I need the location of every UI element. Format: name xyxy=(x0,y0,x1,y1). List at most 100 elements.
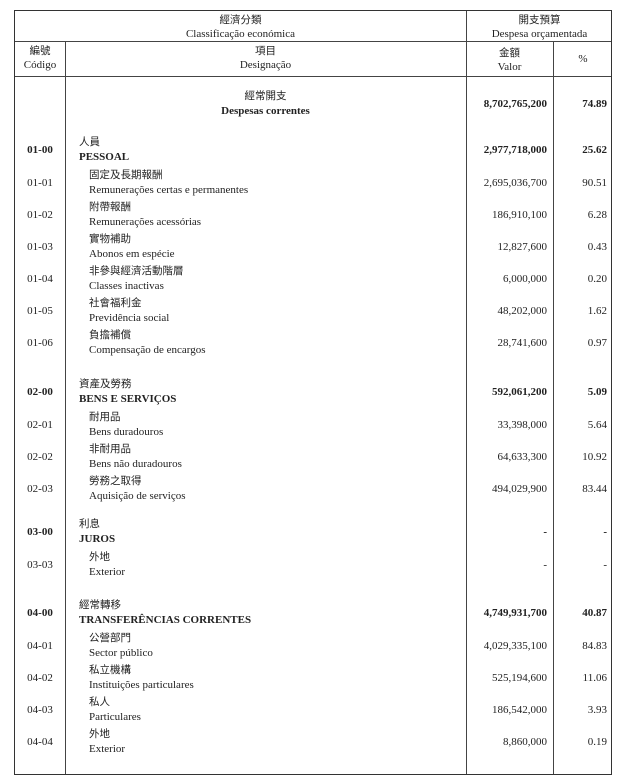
designation-zh: 勞務之取得 xyxy=(89,475,142,487)
row-percent: 1.62 xyxy=(587,305,607,317)
budget-pt: Despesa orçamentada xyxy=(491,28,588,40)
row-value: 48,202,000 xyxy=(497,305,548,317)
row-value: 6,000,000 xyxy=(503,273,547,285)
designation-zh: 負擔補償 xyxy=(89,329,131,341)
classification-zh: 經濟分類 xyxy=(219,14,262,26)
designation-pt: Designação xyxy=(239,59,292,71)
pct-header: % xyxy=(578,53,588,65)
designation-pt: Abonos em espécie xyxy=(89,248,175,260)
row-value: 186,910,100 xyxy=(492,209,547,221)
row-value: 28,741,600 xyxy=(497,337,548,349)
table-row: 01-05 社會福利金 Previdência social 48,202,00… xyxy=(15,295,611,327)
row-percent: 90.51 xyxy=(582,177,607,189)
row-percent: - xyxy=(603,526,607,538)
row-value: 33,398,000 xyxy=(497,419,548,431)
header-row-2: 編號 Código 項目 Designação 金額 Valor % xyxy=(15,41,611,77)
designation-pt: JUROS xyxy=(79,533,116,545)
table-row: 04-04 外地 Exterior 8,860,000 0.19 xyxy=(15,726,611,758)
row-code: 02-01 xyxy=(27,419,53,431)
designation-pt: Classes inactivas xyxy=(89,280,164,292)
row-designation: 實物補助 Abonos em espécie xyxy=(65,231,466,263)
designation-pt: Exterior xyxy=(89,743,126,755)
row-designation: 勞務之取得 Aquisição de serviços xyxy=(65,473,466,505)
row-percent: 11.06 xyxy=(582,672,607,684)
budget-zh: 開支預算 xyxy=(518,14,561,26)
row-percent: 5.64 xyxy=(587,419,607,431)
table-row: 02-03 勞務之取得 Aquisição de serviços 494,02… xyxy=(15,473,611,505)
row-designation: 經常開支 Despesas correntes xyxy=(65,75,466,133)
table-row: 02-00 資產及勞務 BENS E SERVIÇOS 592,061,200 … xyxy=(15,375,611,409)
row-designation: 外地 Exterior xyxy=(65,726,466,758)
designation-zh: 人員 xyxy=(79,136,100,148)
row-value: 2,695,036,700 xyxy=(483,177,547,189)
row-designation: 經常轉移 TRANSFERÊNCIAS CORRENTES xyxy=(65,596,466,630)
designation-pt: Compensação de encargos xyxy=(89,344,206,356)
designation-zh: 私人 xyxy=(89,696,110,708)
designation-pt: Bens não duradouros xyxy=(89,458,182,470)
designation-pt: Sector público xyxy=(89,647,153,659)
table-row: 01-06 負擔補償 Compensação de encargos 28,74… xyxy=(15,327,611,359)
designation-zh: 項目 xyxy=(255,45,276,57)
row-value: 8,860,000 xyxy=(503,736,547,748)
row-value: 592,061,200 xyxy=(492,386,547,398)
table-row: 01-04 非參與經濟活動階層 Classes inactivas 6,000,… xyxy=(15,263,611,295)
table-row: 04-00 經常轉移 TRANSFERÊNCIAS CORRENTES 4,74… xyxy=(15,596,611,630)
designation-zh: 經常轉移 xyxy=(79,599,121,611)
row-code: 01-05 xyxy=(27,305,53,317)
row-designation: 外地 Exterior xyxy=(65,549,466,581)
row-percent: 0.97 xyxy=(587,337,607,349)
designation-zh: 公營部門 xyxy=(89,632,131,644)
column-divider xyxy=(65,41,66,774)
row-percent: 10.92 xyxy=(582,451,607,463)
row-designation: 資產及勞務 BENS E SERVIÇOS xyxy=(65,375,466,409)
code-header: 編號 Código xyxy=(15,44,65,72)
designation-zh: 外地 xyxy=(89,551,110,563)
value-header: 金額 Valor xyxy=(466,46,553,74)
row-percent: 5.09 xyxy=(587,386,607,398)
row-percent: - xyxy=(603,559,607,571)
value-pt: Valor xyxy=(497,61,522,73)
designation-zh: 附帶報酬 xyxy=(89,201,131,213)
code-pt: Código xyxy=(23,59,57,71)
row-value: 525,194,600 xyxy=(492,672,547,684)
table-row: 02-02 非耐用品 Bens não duradouros 64,633,30… xyxy=(15,441,611,473)
designation-pt: Aquisição de serviços xyxy=(89,490,186,502)
classification-header: 經濟分類 Classificação económica xyxy=(15,13,466,41)
table-row: 01-01 固定及長期報酬 Remunerações certas e perm… xyxy=(15,167,611,199)
row-percent: 6.28 xyxy=(587,209,607,221)
classification-pt: Classificação económica xyxy=(185,28,296,40)
row-code: 04-02 xyxy=(27,672,53,684)
row-designation: 人員 PESSOAL xyxy=(65,133,466,167)
table-row: 04-01 公營部門 Sector público 4,029,335,100 … xyxy=(15,630,611,662)
designation-header: 項目 Designação xyxy=(65,44,466,72)
table-row: 01-02 附帶報酬 Remunerações acessórias 186,9… xyxy=(15,199,611,231)
row-designation: 公營部門 Sector público xyxy=(65,630,466,662)
row-value: 4,749,931,700 xyxy=(483,607,547,619)
row-code: 04-01 xyxy=(27,640,53,652)
designation-pt: Remunerações certas e permanentes xyxy=(89,184,249,196)
row-designation: 負擔補償 Compensação de encargos xyxy=(65,327,466,359)
row-percent: 40.87 xyxy=(582,607,607,619)
column-divider xyxy=(553,41,554,774)
row-code: 04-00 xyxy=(27,607,53,619)
row-percent: 84.83 xyxy=(582,640,607,652)
designation-pt: Previdência social xyxy=(89,312,170,324)
designation-zh: 非參與經濟活動階層 xyxy=(89,265,184,277)
table-row: 04-02 私立機構 Instituições particulares 525… xyxy=(15,662,611,694)
row-percent: 0.19 xyxy=(587,736,607,748)
row-code: 02-00 xyxy=(27,386,53,398)
designation-pt: Exterior xyxy=(89,566,126,578)
designation-pt: PESSOAL xyxy=(79,151,130,163)
row-designation: 耐用品 Bens duradouros xyxy=(65,409,466,441)
row-percent: 74.89 xyxy=(582,98,607,110)
table-row: 02-01 耐用品 Bens duradouros 33,398,000 5.6… xyxy=(15,409,611,441)
row-percent: 25.62 xyxy=(582,144,607,156)
designation-zh: 實物補助 xyxy=(89,233,131,245)
row-code: 01-02 xyxy=(27,209,53,221)
row-value: 12,827,600 xyxy=(497,241,548,253)
row-value: 4,029,335,100 xyxy=(483,640,547,652)
row-percent: 0.43 xyxy=(587,241,607,253)
designation-zh: 利息 xyxy=(79,518,100,530)
designation-zh: 外地 xyxy=(89,728,110,740)
row-code: 02-03 xyxy=(27,483,53,495)
